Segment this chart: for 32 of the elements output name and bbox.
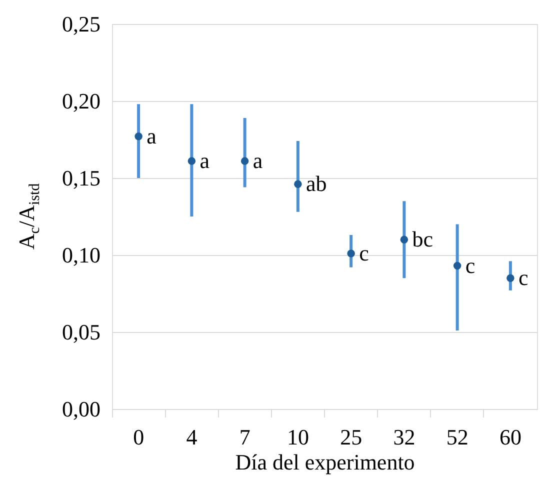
x-axis-title: Día del experimento (235, 450, 415, 474)
annotation: a (252, 148, 263, 174)
annotation: c (359, 240, 370, 266)
y-axis-title: Ac/Aistd (14, 182, 43, 250)
point (506, 274, 514, 282)
annotation: c (518, 265, 528, 290)
point (453, 262, 462, 270)
annotation: ab (306, 171, 327, 196)
point (347, 250, 355, 258)
annotation: a (200, 148, 210, 174)
y-tick-label: 0,25 (62, 12, 100, 36)
y-tick-label: 0,00 (62, 396, 100, 422)
point (188, 157, 196, 165)
point (294, 180, 302, 188)
y-tick-label: 0,20 (62, 88, 100, 114)
point (240, 157, 249, 165)
point (400, 236, 408, 244)
x-tick-label: 7 (239, 424, 250, 450)
x-tick-label: 32 (393, 424, 416, 450)
x-tick-label: 60 (499, 424, 522, 450)
y-tick-label: 0,10 (62, 242, 100, 268)
x-tick-label: 4 (186, 424, 198, 450)
y-tick-label: 0,05 (62, 320, 100, 344)
x-tick-label: 0 (133, 424, 144, 450)
x-tick-label: 52 (446, 424, 468, 450)
point (134, 132, 142, 140)
x-tick-label: 25 (340, 424, 362, 450)
annotation: bc (412, 226, 434, 252)
x-tick-label: 10 (286, 424, 309, 450)
annotation: a (146, 123, 157, 148)
annotation: c (465, 252, 476, 278)
y-tick-label: 0,15 (62, 166, 100, 190)
